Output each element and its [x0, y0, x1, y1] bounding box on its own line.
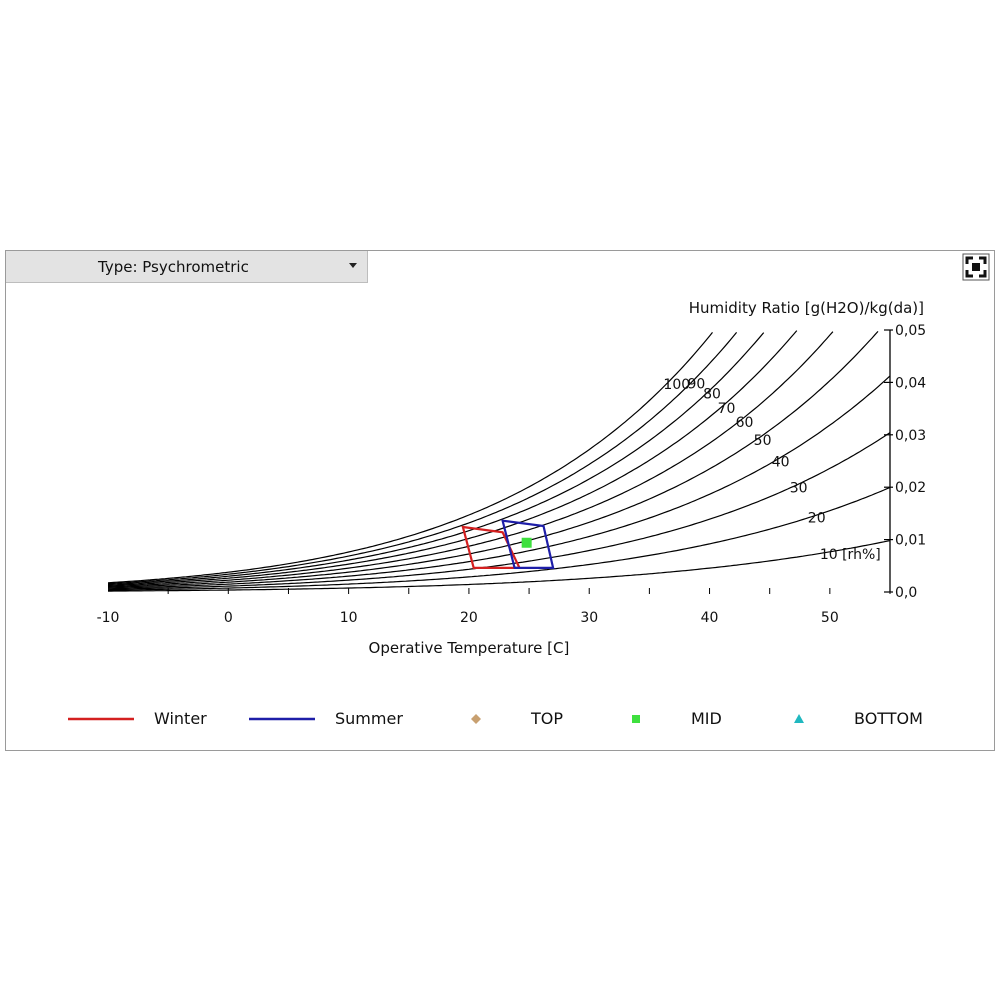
rh-label-10: 10 [rh%]	[820, 547, 881, 563]
rh-curve-70	[107, 330, 798, 587]
rh-curve-30	[108, 432, 891, 590]
rh-curve-10	[108, 540, 891, 592]
zone-winter	[461, 525, 522, 569]
x-axis-title: Operative Temperature [C]	[369, 639, 570, 657]
legend-label-mid: MID	[691, 709, 722, 728]
rh-curve-20	[107, 486, 891, 591]
chart-type-label: Type: Psychrometric	[98, 258, 249, 276]
x-tick-label: 30	[580, 610, 598, 626]
x-tick-label: 20	[460, 610, 478, 626]
chart-type-dropdown[interactable]: Type: Psychrometric	[6, 251, 368, 283]
legend-swatch-top	[471, 714, 481, 724]
rh-label-50: 50	[754, 433, 772, 449]
legend-label-summer: Summer	[335, 709, 403, 728]
rh-curve-80	[107, 332, 765, 586]
rh-label-80: 80	[703, 387, 721, 403]
chart-panel: Type: Psychrometric 100 90 80 70 60 50 40 30 20 1…	[5, 250, 995, 751]
legend-swatch-bottom	[794, 714, 804, 723]
legend-label-top: TOP	[530, 709, 563, 728]
rh-curve-60	[107, 331, 834, 588]
rh-label-30: 30	[790, 480, 808, 496]
point-mid	[521, 537, 532, 548]
rh-curve-90	[107, 332, 738, 585]
y-tick-label: 0,04	[895, 375, 926, 391]
chevron-down-icon	[349, 263, 357, 268]
x-tick-label: 0	[224, 610, 233, 626]
rh-label-90: 90	[687, 376, 705, 392]
zone-summer	[501, 519, 555, 569]
legend-swatch-mid	[632, 715, 640, 723]
y-tick-label: 0,01	[895, 533, 926, 549]
x-tick-label: 50	[821, 610, 839, 626]
y-tick-label: 0,02	[895, 480, 926, 496]
y-tick-label: 0,05	[895, 323, 926, 339]
legend-label-bottom: BOTTOM	[854, 709, 923, 728]
x-tick-label: 10	[340, 610, 358, 626]
legend-label-winter: Winter	[154, 709, 207, 728]
x-tick-label: -10	[97, 610, 120, 626]
rh-label-20: 20	[808, 511, 826, 527]
rh-curve-40	[107, 375, 891, 589]
y-axis-title: Humidity Ratio [g(H2O)/kg(da)]	[689, 299, 924, 317]
rh-label-60: 60	[736, 415, 754, 431]
rh-label-70: 70	[718, 401, 736, 417]
x-tick-label: 40	[701, 610, 719, 626]
fullscreen-icon[interactable]	[962, 253, 990, 281]
rh-label-40: 40	[772, 454, 790, 470]
rh-curve-50	[107, 330, 879, 588]
rh-label-100: 100	[663, 377, 690, 393]
y-tick-label: 0,03	[895, 428, 926, 444]
y-tick-label: 0,0	[895, 585, 917, 601]
rh-curve-100	[107, 332, 713, 584]
